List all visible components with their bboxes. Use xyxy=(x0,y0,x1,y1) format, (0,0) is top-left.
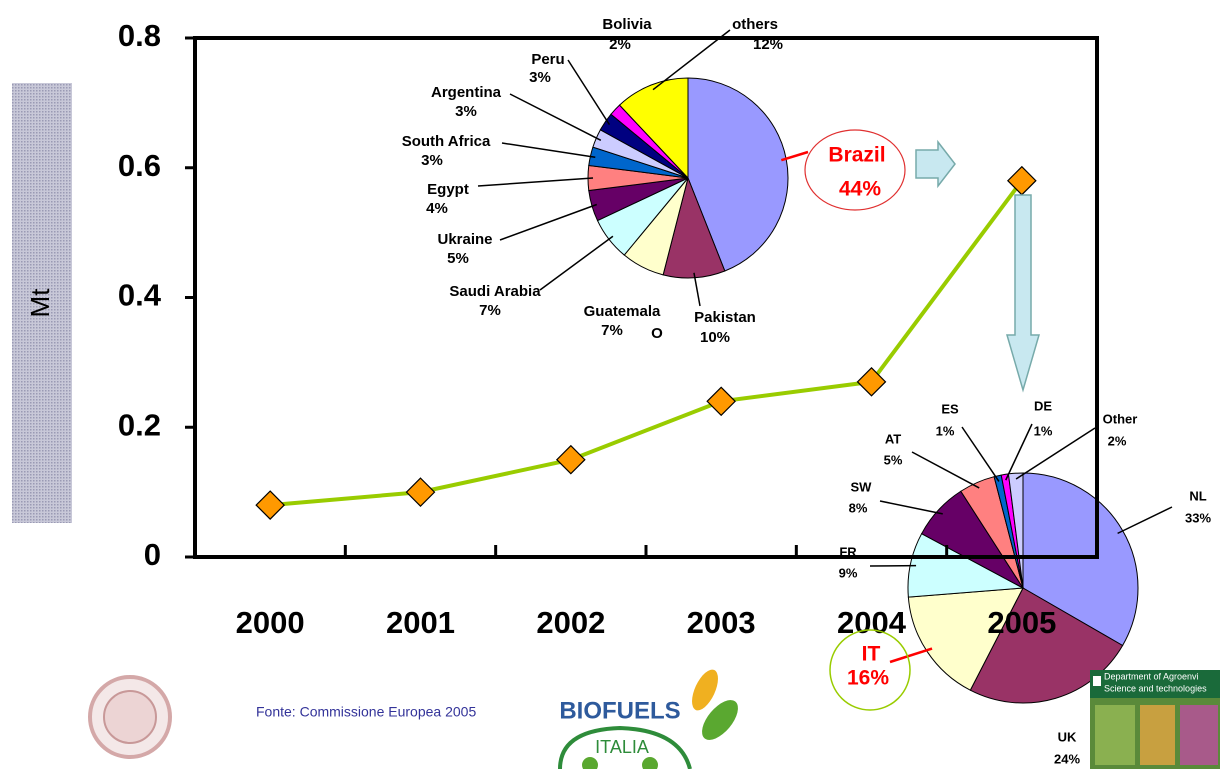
leader-line xyxy=(1117,506,1173,535)
marker xyxy=(405,477,436,507)
x-tick-label: 2005 xyxy=(987,605,1056,640)
pie-eu: NL33%UK24%IT16%FR9%SW8%AT5%ES1%DE1%Other… xyxy=(839,398,1212,766)
x-tick-label: 2003 xyxy=(687,605,756,640)
pie-label: NL xyxy=(1189,488,1206,503)
y-tick-label: 0 xyxy=(144,537,161,572)
leader-line xyxy=(567,59,611,126)
leader-line xyxy=(911,451,980,489)
x-tick-label: 2000 xyxy=(236,605,305,640)
pie-value-label: 24% xyxy=(1054,751,1080,766)
y-tick-label: 0.6 xyxy=(118,148,161,183)
pie-label: Pakistan xyxy=(694,309,756,326)
y-axis-label: Mt xyxy=(25,288,55,318)
department-logo: Department of Agroenvi Science and techn… xyxy=(1090,670,1220,769)
pie-value-label: 5% xyxy=(884,452,903,467)
line-chart: 0 0.2 0.4 0.6 0.8 2000 2001 2002 2003 2004 2005 xyxy=(118,18,1099,640)
pie-value-label: 2% xyxy=(609,36,631,53)
leader-line xyxy=(499,203,598,241)
pie-world: Brazil 44% Pakistan 10% Guatemala 7% Saudi Ara… xyxy=(402,16,886,346)
leader-line xyxy=(1015,427,1096,480)
pie-slice xyxy=(618,77,689,180)
pie-value-label: 44% xyxy=(839,178,881,201)
pie-label: ES xyxy=(941,401,959,416)
pie-label: UK xyxy=(1058,729,1077,744)
pie-value-label: 1% xyxy=(1034,423,1053,438)
pie-slice xyxy=(1007,472,1024,589)
marker xyxy=(706,386,737,417)
pie-slice xyxy=(907,587,1024,691)
pie-label: Bolivia xyxy=(602,16,652,33)
leader-line xyxy=(539,235,614,291)
pie-value-label: 33% xyxy=(1185,510,1211,525)
pie-value-label: 12% xyxy=(753,36,783,53)
y-tick-label: 0.8 xyxy=(118,18,161,53)
pie-label: IT xyxy=(862,643,881,666)
plot-frame xyxy=(193,36,1099,559)
pie-value-label: 8% xyxy=(849,500,868,515)
pie-label: others xyxy=(732,16,778,33)
pie-value-label: 7% xyxy=(601,322,623,339)
pie-value-label: 2% xyxy=(1108,433,1127,448)
pie-label: SW xyxy=(851,479,873,494)
x-tick-label: 2002 xyxy=(536,605,605,640)
pie-label: Other xyxy=(1103,411,1138,426)
pie-label: South Africa xyxy=(402,133,491,150)
logo-text: BIOFUELS xyxy=(559,697,680,724)
pie-value-label: 1% xyxy=(936,423,955,438)
pie-label: Guatemala xyxy=(584,303,661,320)
leader-line xyxy=(780,150,809,162)
logo-text: ITALIA xyxy=(595,737,649,757)
pie-value-label: 16% xyxy=(847,667,889,690)
marker xyxy=(856,366,887,397)
y-tick-label: 0.2 xyxy=(118,407,161,442)
logo-text: Department of Agroenvi xyxy=(1104,671,1199,681)
annotation: O xyxy=(651,325,663,342)
pie-value-label: 3% xyxy=(529,69,551,86)
pie-label: Brazil xyxy=(828,144,885,167)
pie-label: AT xyxy=(885,431,901,446)
leader-line xyxy=(652,29,731,91)
pie-label: DE xyxy=(1034,398,1052,413)
pie-value-label: 5% xyxy=(447,250,469,267)
leader-line xyxy=(501,142,596,159)
leader-line xyxy=(693,272,701,307)
pie-value-label: 3% xyxy=(455,103,477,120)
pie-value-label: 10% xyxy=(700,329,730,346)
leader-line xyxy=(1005,423,1033,481)
pie-value-label: 9% xyxy=(839,565,858,580)
x-tick-label: 2001 xyxy=(386,605,455,640)
leader-line xyxy=(477,177,594,187)
x-tick-label: 2004 xyxy=(837,605,907,640)
marker xyxy=(555,444,586,475)
y-label-box xyxy=(12,83,72,523)
logo-text: Science and technologies xyxy=(1104,683,1207,693)
pie-label: Saudi Arabia xyxy=(449,283,541,300)
arrow-right xyxy=(915,139,956,189)
line xyxy=(269,179,1024,508)
pie-value-label: 3% xyxy=(421,152,443,169)
arrow-down xyxy=(1006,194,1040,393)
leader-line xyxy=(879,500,943,515)
pie-value-label: 4% xyxy=(426,200,448,217)
pie-label: Egypt xyxy=(427,181,469,198)
y-tick-label: 0.4 xyxy=(118,278,162,313)
leader-line xyxy=(961,426,1000,482)
biofuels-logo: BIOFUELS ITALIA xyxy=(558,669,738,769)
pie-value-label: 7% xyxy=(479,302,501,319)
university-seal xyxy=(88,675,172,759)
source: Fonte: Commissione Europea 2005 xyxy=(256,704,476,720)
leader-line xyxy=(509,93,602,141)
marker xyxy=(255,490,286,520)
highlight-circle xyxy=(804,129,906,211)
highlight-circle xyxy=(829,629,911,711)
leader-line xyxy=(889,647,933,664)
pie-label: Ukraine xyxy=(437,231,492,248)
pie-label: Argentina xyxy=(431,84,502,101)
pie-label: Peru xyxy=(531,51,564,68)
